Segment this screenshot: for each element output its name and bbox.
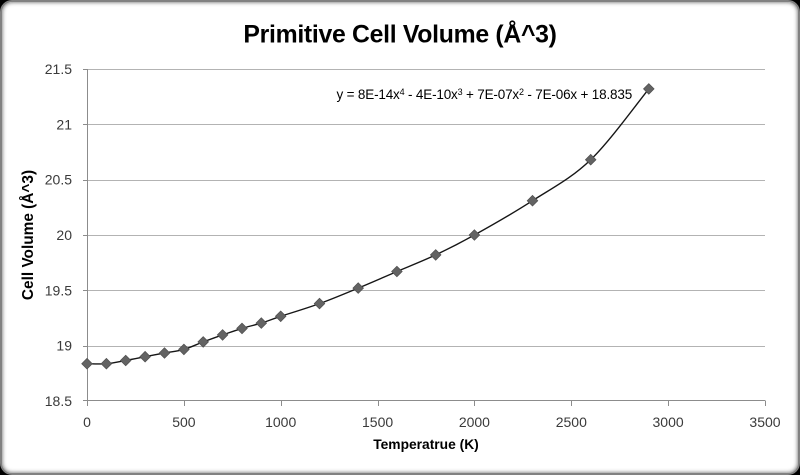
svg-text:20.5: 20.5 xyxy=(45,172,72,188)
svg-text:500: 500 xyxy=(172,414,196,430)
svg-text:18.5: 18.5 xyxy=(45,393,72,409)
svg-text:2000: 2000 xyxy=(459,414,490,430)
svg-text:Cell Volume (Å^3): Cell Volume (Å^3) xyxy=(20,170,37,300)
svg-text:1000: 1000 xyxy=(265,414,296,430)
svg-text:2500: 2500 xyxy=(556,414,587,430)
svg-text:Temperatrue (K): Temperatrue (K) xyxy=(373,437,479,452)
svg-text:21: 21 xyxy=(56,116,72,132)
svg-text:19: 19 xyxy=(56,338,72,354)
svg-text:y = 8E-14x4 - 4E-10x3 + 7E-07x: y = 8E-14x4 - 4E-10x3 + 7E-07x2 - 7E-06x… xyxy=(337,87,633,102)
svg-text:Primitive Cell Volume (Å^3): Primitive Cell Volume (Å^3) xyxy=(243,21,556,49)
svg-text:3000: 3000 xyxy=(653,414,684,430)
svg-text:1500: 1500 xyxy=(362,414,393,430)
svg-text:3500: 3500 xyxy=(749,414,780,430)
svg-text:0: 0 xyxy=(83,414,91,430)
svg-text:20: 20 xyxy=(56,227,72,243)
svg-text:19.5: 19.5 xyxy=(45,282,72,298)
svg-text:21.5: 21.5 xyxy=(45,61,72,77)
